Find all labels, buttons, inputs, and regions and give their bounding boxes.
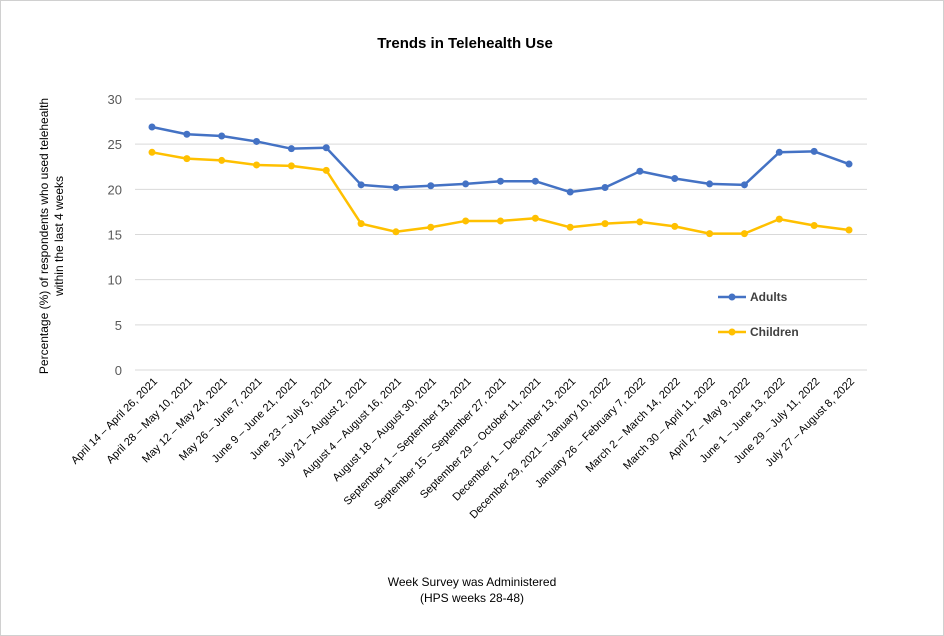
data-point-adults xyxy=(636,167,644,175)
legend-marker-children xyxy=(728,328,736,336)
data-point-adults xyxy=(392,184,400,192)
data-point-children xyxy=(775,215,783,223)
y-tick-label: 15 xyxy=(108,228,122,243)
data-point-children xyxy=(218,156,226,164)
y-tick-label: 0 xyxy=(115,363,122,378)
data-point-children xyxy=(845,226,853,234)
legend-label-children: Children xyxy=(750,325,799,339)
data-point-adults xyxy=(497,177,504,185)
y-axis-label-line2: within the last 4 weeks xyxy=(52,176,66,297)
y-axis-label-line1: Percentage (%) of respondents who used t… xyxy=(37,98,51,374)
data-point-children xyxy=(497,217,504,225)
data-point-adults xyxy=(427,182,435,190)
data-point-children xyxy=(740,230,748,238)
data-point-adults xyxy=(845,160,853,168)
data-point-children xyxy=(706,230,714,238)
data-point-adults xyxy=(740,181,748,189)
x-tick-label: September 1 – September 13, 2021 xyxy=(342,376,474,508)
data-point-children xyxy=(601,220,609,228)
x-axis-label-line2: (HPS weeks 28-48) xyxy=(420,591,524,605)
data-point-children xyxy=(427,223,435,231)
data-point-adults xyxy=(287,145,295,153)
data-point-adults xyxy=(775,148,783,156)
data-point-adults xyxy=(322,144,330,152)
data-point-adults xyxy=(148,123,156,131)
data-point-adults xyxy=(462,180,470,188)
y-tick-label: 5 xyxy=(115,318,122,333)
data-point-adults xyxy=(218,132,226,140)
data-point-children xyxy=(566,223,574,231)
data-point-children xyxy=(810,221,818,229)
x-axis-label-line1: Week Survey was Administered xyxy=(388,575,557,589)
data-point-children xyxy=(322,166,330,174)
y-tick-label: 30 xyxy=(108,92,122,107)
legend-marker-adults xyxy=(728,293,736,301)
data-point-children xyxy=(671,222,679,230)
chart-title: Trends in Telehealth Use xyxy=(377,35,553,52)
y-tick-label: 20 xyxy=(108,182,122,197)
data-point-adults xyxy=(357,181,365,189)
data-point-children xyxy=(287,162,295,170)
data-point-adults xyxy=(810,147,818,155)
data-point-adults xyxy=(601,184,609,192)
data-point-children xyxy=(183,155,191,163)
data-point-adults xyxy=(671,174,679,182)
legend-label-adults: Adults xyxy=(750,290,788,304)
y-tick-label: 25 xyxy=(108,137,122,152)
data-point-children xyxy=(462,217,470,225)
data-point-adults xyxy=(253,137,261,145)
data-point-children xyxy=(253,161,261,169)
data-point-adults xyxy=(183,130,191,138)
data-point-children xyxy=(392,228,400,236)
x-tick-label: December 1 – December 13, 2021 xyxy=(451,376,579,504)
data-point-children xyxy=(148,148,156,156)
data-point-adults xyxy=(706,180,714,188)
data-point-adults xyxy=(531,177,539,185)
data-point-children xyxy=(531,214,539,222)
y-tick-label: 10 xyxy=(108,273,122,288)
data-point-children xyxy=(636,218,644,226)
data-point-adults xyxy=(566,188,574,196)
data-point-children xyxy=(357,220,365,228)
